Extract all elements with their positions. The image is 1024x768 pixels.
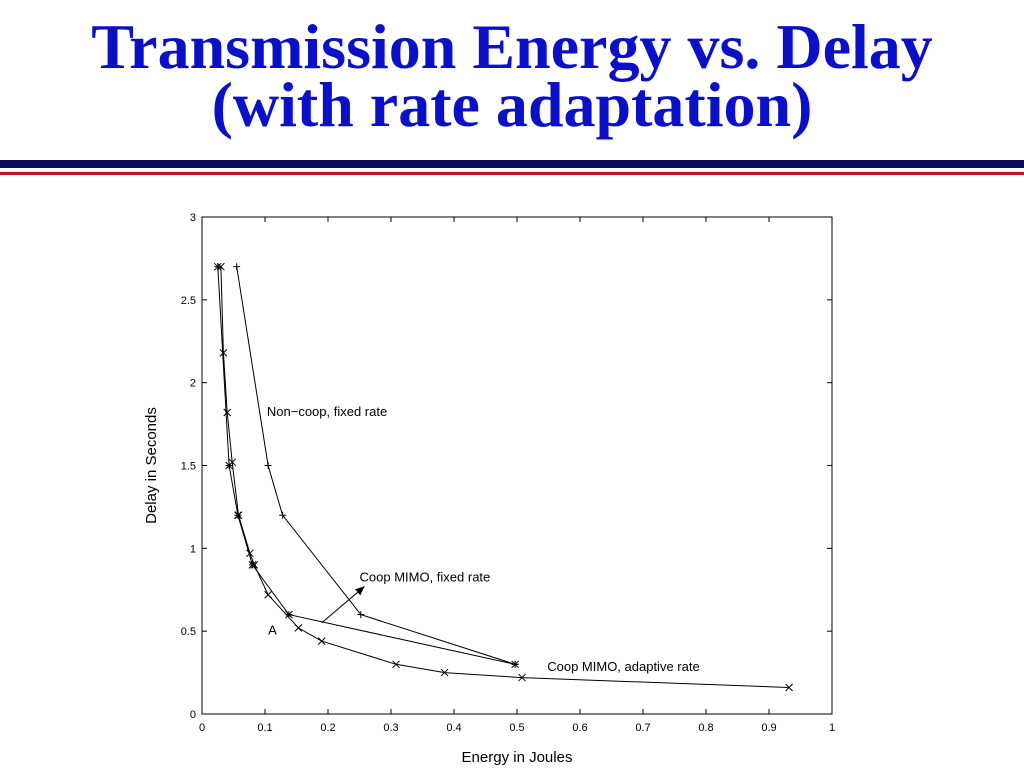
data-point [228, 458, 237, 467]
annotation-arrow [321, 586, 365, 624]
data-point [217, 262, 225, 271]
arrow-shaft [321, 586, 365, 624]
x-tick-label: 0.5 [509, 722, 524, 734]
x-tick-label: 0 [199, 722, 205, 734]
x-tick-label: 0.4 [446, 722, 461, 734]
data-point [246, 549, 254, 558]
x-tick-label: 1 [829, 722, 835, 734]
data-point [250, 561, 259, 569]
marker-stroke [217, 262, 225, 271]
x-tick-label: 0.7 [635, 722, 650, 734]
annotation-coop-mimo-fixed-rate: Coop MIMO, fixed rate [360, 569, 491, 584]
data-point [392, 660, 400, 669]
title-divider-red [0, 172, 1024, 175]
x-tick-label: 0.8 [698, 722, 713, 734]
marker-stroke [511, 660, 519, 669]
data-point [294, 623, 303, 632]
marker-stroke [392, 660, 400, 669]
marker-stroke [223, 408, 232, 417]
marker-stroke [518, 673, 526, 682]
data-point [518, 673, 526, 682]
data-point [233, 263, 241, 271]
data-point [223, 408, 232, 417]
marker-stroke [294, 623, 303, 632]
y-tick-label: 0 [190, 709, 196, 721]
data-point [440, 668, 449, 677]
series-line [217, 266, 516, 665]
data-point [234, 511, 243, 520]
slide-title: Transmission Energy vs. Delay (with rate… [0, 11, 1024, 140]
x-axis-label: Energy in Joules [462, 749, 573, 766]
data-point [785, 683, 794, 692]
plot-area [201, 216, 833, 715]
data-point [279, 511, 287, 519]
x-tick-label: 0.9 [761, 722, 776, 734]
marker-stroke [219, 348, 228, 357]
y-tick-label: 0.5 [181, 626, 196, 638]
x-tick-label: 0.3 [383, 722, 398, 734]
marker-stroke [246, 549, 254, 558]
x-tick-label: 0.6 [572, 722, 587, 734]
y-axis-label: Delay in Seconds [143, 407, 160, 524]
marker-stroke [317, 637, 326, 645]
annotation-noncoop-fixed-rate: Non−coop, fixed rate [267, 404, 387, 419]
marker-stroke [213, 262, 222, 271]
title-divider-navy [0, 160, 1024, 168]
data-point [317, 637, 326, 645]
x-tick-label: 0.1 [257, 722, 272, 734]
data-point [511, 660, 519, 669]
slide-title-line-1: Transmission Energy vs. Delay [91, 11, 933, 82]
data-point [264, 590, 273, 599]
marker-stroke [248, 561, 257, 569]
data-point [219, 348, 228, 357]
slide-title-line-2: (with rate adaptation) [211, 69, 813, 140]
x-tick-label: 0.2 [320, 722, 335, 734]
data-point [357, 611, 365, 619]
y-tick-label: 3 [190, 212, 196, 224]
marker-stroke [228, 458, 237, 467]
marker-stroke [285, 610, 293, 619]
data-point [264, 462, 272, 469]
y-tick-label: 1 [190, 543, 196, 555]
annotation-coop-mimo-adaptive-rate: Coop MIMO, adaptive rate [547, 659, 699, 674]
marker-stroke [440, 668, 449, 677]
series-noncoop-fixed-rate [233, 263, 519, 668]
data-point [213, 262, 222, 271]
series-coop-mimo-adaptive-rate [217, 262, 794, 692]
y-tick-label: 2.5 [181, 295, 196, 307]
y-tick-label: 1.5 [181, 461, 196, 473]
y-tick-label: 2 [190, 378, 196, 390]
marker-stroke [250, 561, 259, 569]
arrow-head [355, 586, 365, 596]
annotation-point-a: A [268, 622, 277, 637]
marker-stroke [785, 683, 794, 692]
marker-stroke [264, 590, 273, 599]
marker-stroke [234, 511, 243, 520]
series-line [220, 266, 790, 688]
